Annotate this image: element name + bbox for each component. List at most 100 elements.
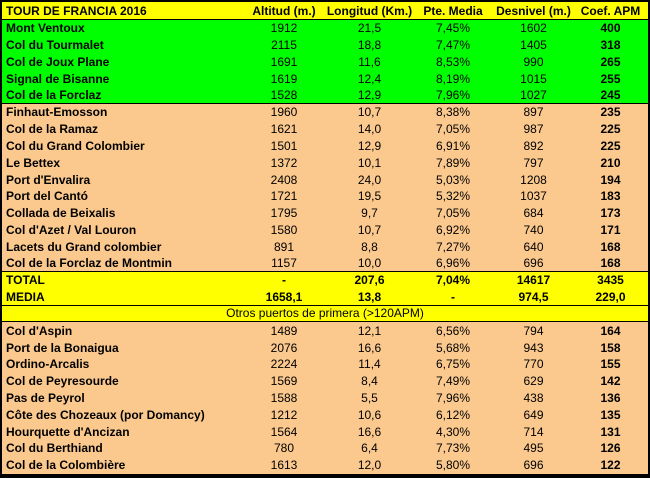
cell-desnivel[interactable]: 1405 bbox=[520, 38, 547, 53]
cell-desnivel[interactable]: 740 bbox=[523, 222, 544, 237]
cell-coef-apm[interactable]: 194 bbox=[600, 172, 621, 187]
climb-name-cell[interactable]: Le Bettex bbox=[6, 155, 61, 170]
cell-longitud[interactable]: 10,1 bbox=[357, 155, 382, 170]
cell-coef-apm[interactable]: 164 bbox=[600, 323, 621, 338]
climb-name-cell[interactable]: Signal de Bisanne bbox=[6, 71, 110, 86]
cell-pte-media[interactable]: 7,49% bbox=[435, 374, 471, 389]
cell-altitud[interactable]: 1912 bbox=[270, 21, 298, 36]
cell-altitud[interactable]: 1528 bbox=[270, 88, 298, 103]
cell-pte-media[interactable]: 6,12% bbox=[435, 407, 471, 422]
column-header-pte-media[interactable]: Pte. Media bbox=[423, 3, 483, 18]
cell-longitud[interactable]: 8,8 bbox=[361, 239, 378, 254]
cell-pte-media[interactable]: 5,80% bbox=[435, 458, 471, 473]
cell-longitud[interactable]: 12,9 bbox=[357, 88, 382, 103]
cell-coef-apm[interactable]: 235 bbox=[600, 105, 621, 120]
cell-pte-media[interactable]: 7,27% bbox=[435, 239, 471, 254]
cell-longitud[interactable]: 13,8 bbox=[357, 289, 382, 304]
cell-altitud[interactable]: 780 bbox=[273, 441, 295, 456]
climb-name-cell[interactable]: Ordino-Arcalis bbox=[6, 357, 90, 372]
cell-pte-media[interactable]: 7,89% bbox=[435, 155, 471, 170]
cell-longitud[interactable]: 10,0 bbox=[357, 256, 382, 271]
climb-name-cell[interactable]: Hourquette d'Ancizan bbox=[6, 424, 130, 439]
cell-desnivel[interactable]: 897 bbox=[523, 105, 544, 120]
cell-pte-media[interactable]: - bbox=[451, 289, 455, 304]
cell-altitud[interactable]: 1489 bbox=[270, 323, 298, 338]
cell-altitud[interactable]: 1721 bbox=[270, 189, 298, 204]
cell-desnivel[interactable]: 495 bbox=[523, 441, 544, 456]
cell-altitud[interactable]: 1795 bbox=[270, 206, 298, 221]
climb-name-cell[interactable]: MEDIA bbox=[6, 289, 45, 304]
cell-coef-apm[interactable]: 142 bbox=[600, 374, 621, 389]
cell-desnivel[interactable]: 438 bbox=[523, 390, 544, 405]
cell-coef-apm[interactable]: 229,0 bbox=[595, 289, 626, 304]
cell-coef-apm[interactable]: 245 bbox=[600, 88, 621, 103]
climb-name-cell[interactable]: Col du Grand Colombier bbox=[6, 138, 145, 153]
cell-coef-apm[interactable]: 171 bbox=[600, 222, 621, 237]
cell-altitud[interactable]: 1580 bbox=[270, 222, 298, 237]
table-title-cell[interactable]: TOUR DE FRANCIA 2016 bbox=[6, 3, 147, 18]
climb-name-cell[interactable]: Col de Peyresourde bbox=[6, 374, 119, 389]
cell-longitud[interactable]: 18,8 bbox=[357, 38, 382, 53]
cell-pte-media[interactable]: 7,05% bbox=[435, 122, 471, 137]
cell-coef-apm[interactable]: 131 bbox=[600, 424, 621, 439]
climb-name-cell[interactable]: Port de la Bonaigua bbox=[6, 340, 119, 355]
cell-pte-media[interactable]: 8,38% bbox=[435, 105, 471, 120]
cell-desnivel[interactable]: 987 bbox=[523, 122, 544, 137]
cell-longitud[interactable]: 12,0 bbox=[357, 458, 382, 473]
cell-pte-media[interactable]: 7,05% bbox=[435, 206, 471, 221]
cell-altitud[interactable]: 1564 bbox=[270, 424, 298, 439]
cell-altitud[interactable]: 2408 bbox=[270, 172, 298, 187]
climb-name-cell[interactable]: Mont Ventoux bbox=[6, 21, 85, 36]
cell-coef-apm[interactable]: 126 bbox=[600, 441, 621, 456]
climb-name-cell[interactable]: Port d'Envalira bbox=[6, 172, 91, 187]
climb-name-cell[interactable]: Col de Joux Plane bbox=[6, 54, 110, 69]
cell-longitud[interactable]: 12,9 bbox=[357, 138, 382, 153]
cell-desnivel[interactable]: 974,5 bbox=[518, 289, 549, 304]
cell-longitud[interactable]: 6,4 bbox=[361, 441, 378, 456]
cell-altitud[interactable]: 2115 bbox=[271, 38, 297, 53]
cell-longitud[interactable]: 11,6 bbox=[358, 54, 381, 69]
cell-coef-apm[interactable]: 225 bbox=[600, 138, 621, 153]
climb-name-cell[interactable]: Col d'Azet / Val Louron bbox=[6, 222, 137, 237]
climb-name-cell[interactable]: Col de la Colombière bbox=[6, 458, 126, 473]
cell-longitud[interactable]: 10,6 bbox=[357, 407, 382, 422]
cell-altitud[interactable]: 1212 bbox=[270, 407, 298, 422]
cell-longitud[interactable]: 8,4 bbox=[361, 374, 378, 389]
climb-name-cell[interactable]: Port del Cantó bbox=[6, 189, 89, 204]
cell-desnivel[interactable]: 1015 bbox=[520, 71, 547, 86]
cell-coef-apm[interactable]: 318 bbox=[600, 38, 621, 53]
cell-coef-apm[interactable]: 155 bbox=[600, 357, 621, 372]
cell-pte-media[interactable]: 6,75% bbox=[435, 357, 471, 372]
cell-longitud[interactable]: 24,0 bbox=[357, 172, 382, 187]
cell-coef-apm[interactable]: 135 bbox=[600, 407, 621, 422]
cell-altitud[interactable]: 2076 bbox=[270, 340, 298, 355]
cell-coef-apm[interactable]: 158 bbox=[600, 340, 621, 355]
cell-pte-media[interactable]: 5,68% bbox=[435, 340, 471, 355]
climb-name-cell[interactable]: Col de la Forclaz de Montmin bbox=[6, 256, 173, 271]
cell-pte-media[interactable]: 7,96% bbox=[435, 390, 471, 405]
climb-name-cell[interactable]: Côte des Chozeaux (por Domancy) bbox=[6, 407, 205, 422]
cell-longitud[interactable]: 12,1 bbox=[357, 323, 382, 338]
climb-name-cell[interactable]: Col de la Ramaz bbox=[6, 122, 99, 137]
cell-altitud[interactable]: 2224 bbox=[270, 357, 298, 372]
cell-desnivel[interactable]: 649 bbox=[523, 407, 544, 422]
cell-pte-media[interactable]: 7,47% bbox=[435, 38, 471, 53]
cell-longitud[interactable]: 14,0 bbox=[357, 122, 382, 137]
cell-pte-media[interactable]: 6,96% bbox=[435, 256, 471, 271]
cell-desnivel[interactable]: 1027 bbox=[520, 88, 547, 103]
cell-coef-apm[interactable]: 173 bbox=[600, 206, 621, 221]
cell-altitud[interactable]: 1501 bbox=[270, 138, 298, 153]
cell-altitud[interactable]: 1569 bbox=[270, 374, 298, 389]
climb-name-cell[interactable]: Col du Tourmalet bbox=[6, 38, 104, 53]
cell-altitud[interactable]: 1588 bbox=[270, 390, 298, 405]
climb-name-cell[interactable]: Col d'Aspin bbox=[6, 323, 73, 338]
climb-name-cell[interactable]: Col de la Forclaz bbox=[6, 88, 102, 103]
cell-coef-apm[interactable]: 210 bbox=[600, 155, 621, 170]
cell-pte-media[interactable]: 4,30% bbox=[435, 424, 471, 439]
climb-name-cell[interactable]: Col du Berthiand bbox=[6, 441, 103, 456]
cell-coef-apm[interactable]: 168 bbox=[600, 256, 621, 271]
cell-pte-media[interactable]: 7,04% bbox=[435, 273, 471, 288]
cell-pte-media[interactable]: 8,53% bbox=[435, 54, 471, 69]
cell-desnivel[interactable]: 892 bbox=[523, 138, 544, 153]
column-header-altitud[interactable]: Altitud (m.) bbox=[252, 3, 316, 18]
